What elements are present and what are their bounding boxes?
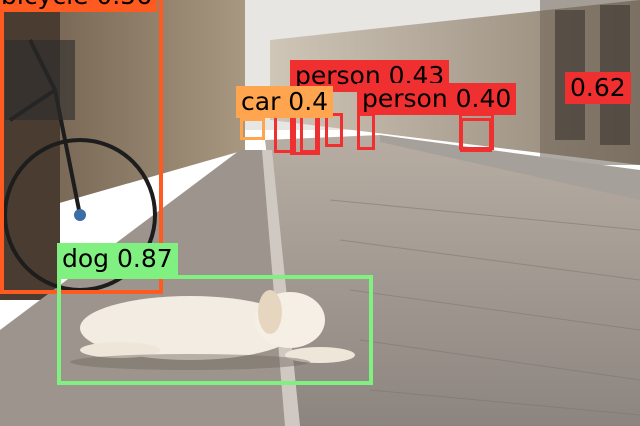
detection-box [0, 0, 163, 294]
detection-box [357, 113, 375, 150]
detection-box [460, 118, 492, 152]
detection-box [300, 113, 318, 153]
detection-box [325, 113, 343, 147]
detection-label: 0.62 [565, 72, 631, 104]
detection-box [274, 113, 296, 153]
detection-label: car 0.4 [236, 86, 334, 118]
detection-label: person 0.40 [357, 83, 517, 115]
detection-label: bicycle 0.56 [0, 0, 158, 12]
detection-label: dog 0.87 [57, 243, 178, 275]
detection-box [57, 275, 373, 385]
detection-box [240, 118, 265, 140]
